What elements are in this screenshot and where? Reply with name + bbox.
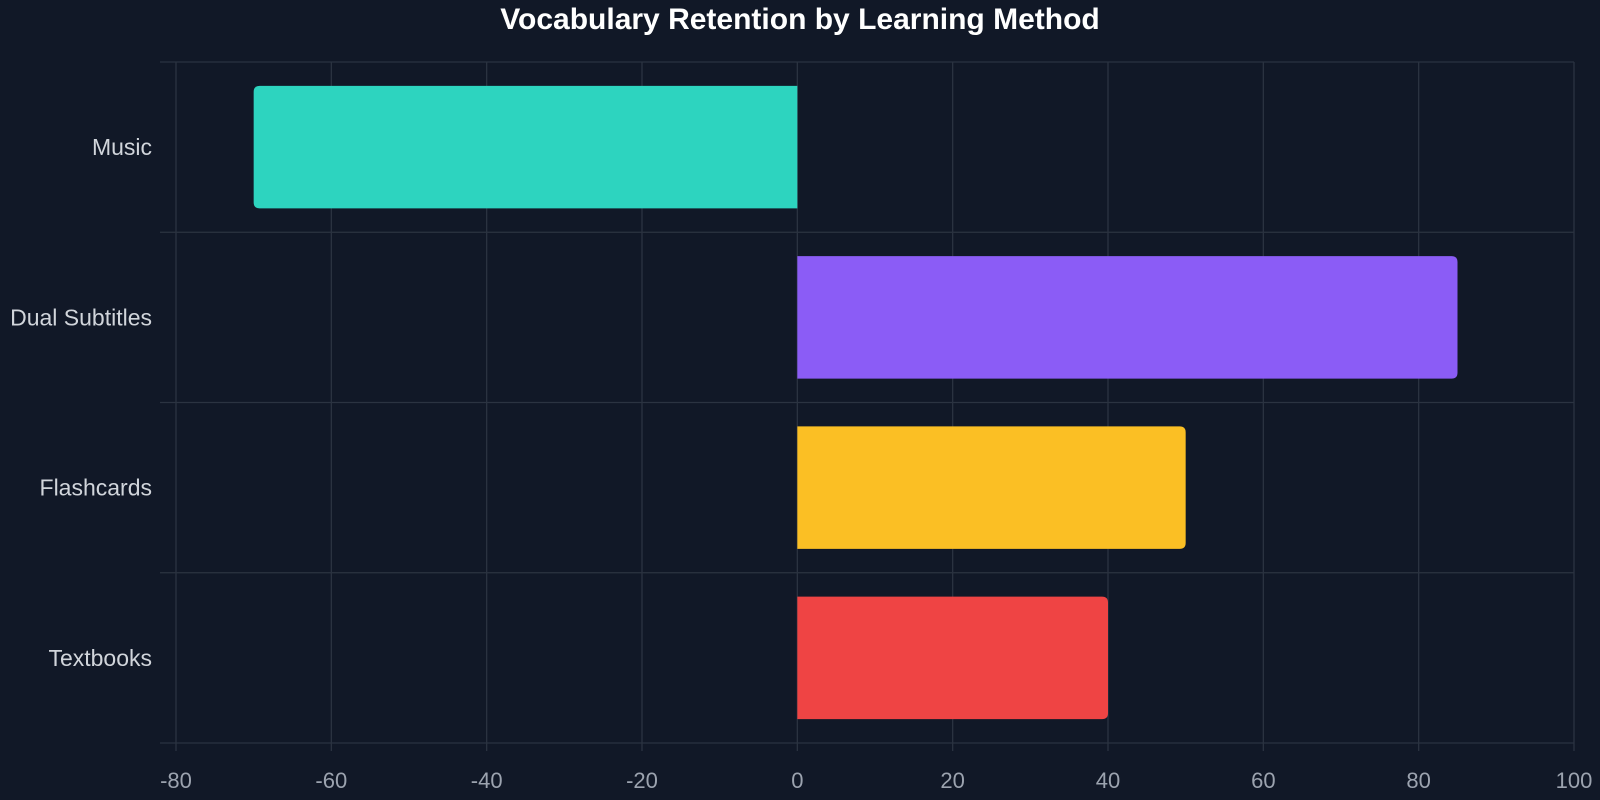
category-label: Music bbox=[92, 134, 152, 160]
bar-textbooks bbox=[797, 596, 1108, 720]
category-label: Flashcards bbox=[40, 475, 152, 501]
x-tick-label: 100 bbox=[1556, 768, 1593, 793]
x-tick-label: 80 bbox=[1406, 768, 1430, 793]
x-tick-label: 60 bbox=[1251, 768, 1275, 793]
category-label: Textbooks bbox=[48, 645, 152, 671]
chart-title: Vocabulary Retention by Learning Method bbox=[500, 3, 1100, 36]
x-tick-label: 20 bbox=[940, 768, 964, 793]
x-tick-label: -20 bbox=[626, 768, 658, 793]
x-tick-label: 0 bbox=[791, 768, 803, 793]
x-tick-label: -40 bbox=[471, 768, 503, 793]
bar-flashcards bbox=[797, 426, 1186, 549]
x-tick-label: 40 bbox=[1096, 768, 1120, 793]
category-label: Dual Subtitles bbox=[10, 304, 152, 330]
x-tick-label: -80 bbox=[160, 768, 192, 793]
x-tick-label: -60 bbox=[315, 768, 347, 793]
bar-dual-subtitles bbox=[797, 256, 1458, 379]
bar-music bbox=[253, 85, 798, 209]
